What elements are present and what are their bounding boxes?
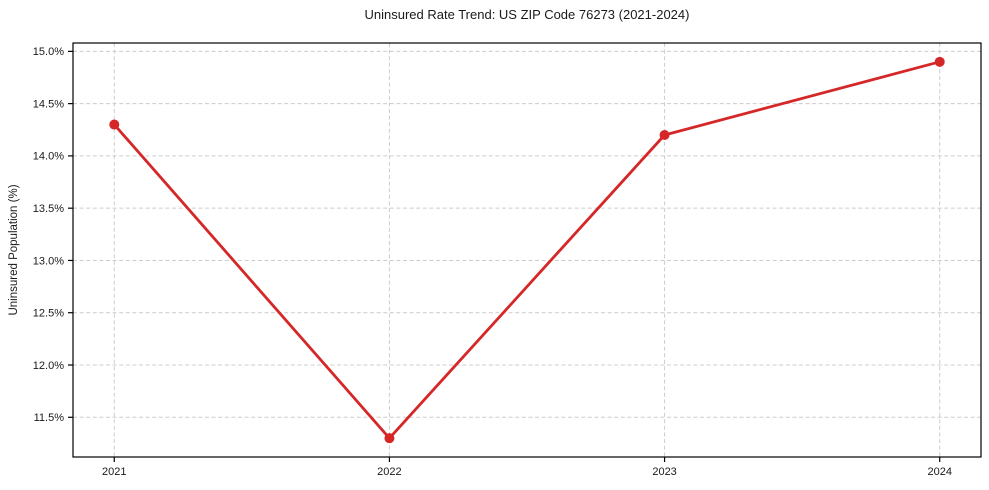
x-tick-label: 2021 bbox=[102, 466, 126, 478]
y-tick-label: 14.0% bbox=[33, 151, 64, 163]
x-tick-label: 2022 bbox=[377, 466, 401, 478]
x-tick-label: 2024 bbox=[927, 466, 951, 478]
x-tick-label: 2023 bbox=[652, 466, 676, 478]
y-tick-label: 13.5% bbox=[33, 203, 64, 215]
y-tick-label: 12.5% bbox=[33, 308, 64, 320]
y-tick-label: 15.0% bbox=[33, 46, 64, 58]
plot-border bbox=[72, 42, 982, 458]
trend-line bbox=[113, 60, 941, 440]
data-point-marker bbox=[934, 56, 945, 67]
y-tick-label: 12.0% bbox=[33, 360, 64, 372]
chart-title: Uninsured Rate Trend: US ZIP Code 76273 … bbox=[364, 7, 690, 22]
data-point-marker bbox=[384, 433, 395, 444]
data-point-marker bbox=[109, 119, 120, 130]
y-axis-label: Uninsured Population (%) bbox=[8, 184, 20, 315]
y-tick-label: 11.5% bbox=[34, 412, 65, 424]
y-tick-label: 14.5% bbox=[33, 98, 64, 110]
y-tick-label: 13.0% bbox=[33, 255, 64, 267]
data-point-marker bbox=[659, 130, 670, 140]
